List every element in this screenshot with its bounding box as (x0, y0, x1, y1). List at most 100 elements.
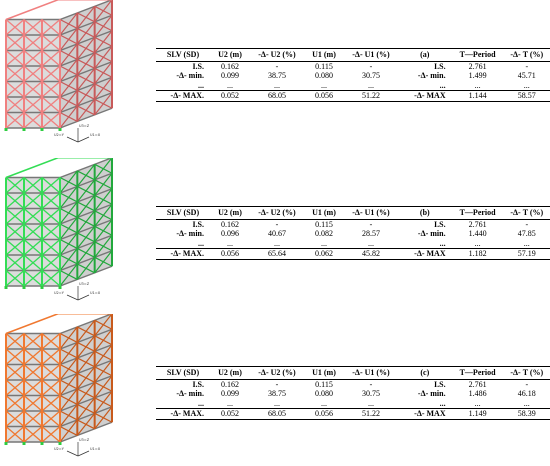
brace (23, 112, 43, 129)
brace (94, 366, 113, 377)
cell: ... (321, 398, 327, 408)
cell: 38.75 (268, 71, 286, 81)
axis-label: U1=X (90, 291, 101, 295)
cell: - (369, 61, 373, 71)
row-label: -Δ- min. (176, 389, 204, 399)
header-u1: U1 (m) (304, 366, 344, 380)
brace (41, 348, 61, 365)
cell: 68.05 (250, 408, 304, 420)
header-period: T—Period (451, 206, 504, 220)
brace (77, 27, 95, 38)
brace (94, 179, 113, 190)
brace (59, 348, 78, 359)
cell: ... (321, 238, 327, 248)
brace (59, 176, 78, 187)
table-row: I.S. 2.761 - (398, 61, 550, 71)
panel-a: U3=Z U2=Y U1=X SLV (SD) U2 (m) -Δ- U2 (%) … (0, 0, 550, 150)
cell: 45.82 (344, 248, 398, 260)
cell: ... (274, 238, 280, 248)
cell: 38.75 (268, 389, 286, 399)
axis-label: U3=Z (79, 124, 90, 128)
brace (59, 192, 78, 203)
brace (41, 177, 61, 194)
cell: - (369, 379, 373, 389)
cell: 2.761 (468, 379, 487, 389)
brace (5, 50, 25, 67)
brace (94, 83, 113, 94)
axis-label: U2=Y (54, 133, 65, 137)
brace (5, 426, 25, 443)
row-label: -Δ- MAX (398, 248, 452, 260)
header-panel-label: (a) (398, 48, 452, 62)
brace (5, 333, 25, 350)
brace (41, 270, 61, 287)
brace (59, 332, 78, 343)
cell: 0.162 (221, 379, 239, 389)
cell: 68.05 (250, 90, 304, 102)
cell: 2.761 (468, 61, 487, 71)
roof-edge (5, 158, 112, 179)
table-row: -Δ- min. 1.499 45.71 (398, 71, 550, 81)
brace (94, 225, 113, 236)
cell: 30.75 (362, 71, 380, 81)
cell: 0.115 (315, 379, 333, 389)
support-icon (4, 128, 8, 131)
brace (23, 192, 43, 209)
brace (41, 410, 61, 427)
brace (23, 177, 43, 194)
brace (41, 239, 61, 256)
frame-structure (4, 158, 113, 289)
support-icon (4, 286, 8, 289)
row-label: I.S. (192, 219, 204, 229)
brace (5, 395, 25, 412)
cell: - (525, 61, 529, 71)
cell: 30.75 (362, 389, 380, 399)
table-row: I.S. 2.761 - (398, 379, 550, 389)
brace (23, 65, 43, 82)
brace (77, 89, 95, 100)
row-label: -Δ- min. (176, 229, 204, 239)
brace (5, 270, 25, 287)
frame-structure (4, 0, 113, 131)
cell: 51.22 (344, 408, 398, 420)
brace (59, 34, 78, 45)
brace (5, 364, 25, 381)
brace (23, 96, 43, 113)
cell: ... (227, 80, 233, 90)
brace (77, 105, 95, 116)
cell: 1.144 (451, 90, 504, 102)
cell: - (525, 219, 529, 229)
support-icon (58, 128, 62, 131)
period-table-b: (b) T—Period -Δ- T (%) I.S. 2.761 - -Δ- … (398, 206, 550, 260)
header-u1: U1 (m) (304, 48, 344, 62)
brace (94, 256, 113, 267)
axis-triad-icon: U3=Z U2=Y U1=X (54, 438, 101, 457)
cell: 0.082 (315, 229, 333, 239)
axis-triad-icon: U3=Z U2=Y U1=X (54, 124, 101, 143)
axis-label: U1=X (90, 133, 101, 137)
brace (23, 426, 43, 443)
cell: 46.18 (517, 389, 536, 399)
brace (5, 239, 25, 256)
table-row: I.S. 2.761 - (398, 219, 550, 229)
table-row: -Δ- MAX. 0.052 68.05 0.056 51.22 (156, 90, 398, 102)
cell: 0.099 (221, 389, 239, 399)
cell: 1.149 (451, 408, 504, 420)
support-icon (22, 128, 26, 131)
brace (77, 58, 95, 69)
displacement-table-b: SLV (SD) U2 (m) -Δ- U2 (%) U1 (m) -Δ- U1… (156, 206, 398, 260)
brace (5, 410, 25, 427)
brace (94, 350, 113, 361)
cell: - (275, 379, 279, 389)
header-u2: U2 (m) (210, 366, 250, 380)
row-label: -Δ- min. (417, 229, 446, 239)
brace (5, 19, 25, 36)
header-u2: U2 (m) (210, 48, 250, 62)
table-row: -Δ- min. 0.099 38.75 0.080 30.75 (156, 389, 398, 399)
brace (41, 223, 61, 240)
displacement-table-c: SLV (SD) U2 (m) -Δ- U2 (%) U1 (m) -Δ- U1… (156, 366, 398, 420)
row-label: I.S. (434, 379, 446, 389)
cell: - (369, 219, 373, 229)
cell: 58.39 (503, 408, 550, 420)
cell: ... (368, 398, 374, 408)
